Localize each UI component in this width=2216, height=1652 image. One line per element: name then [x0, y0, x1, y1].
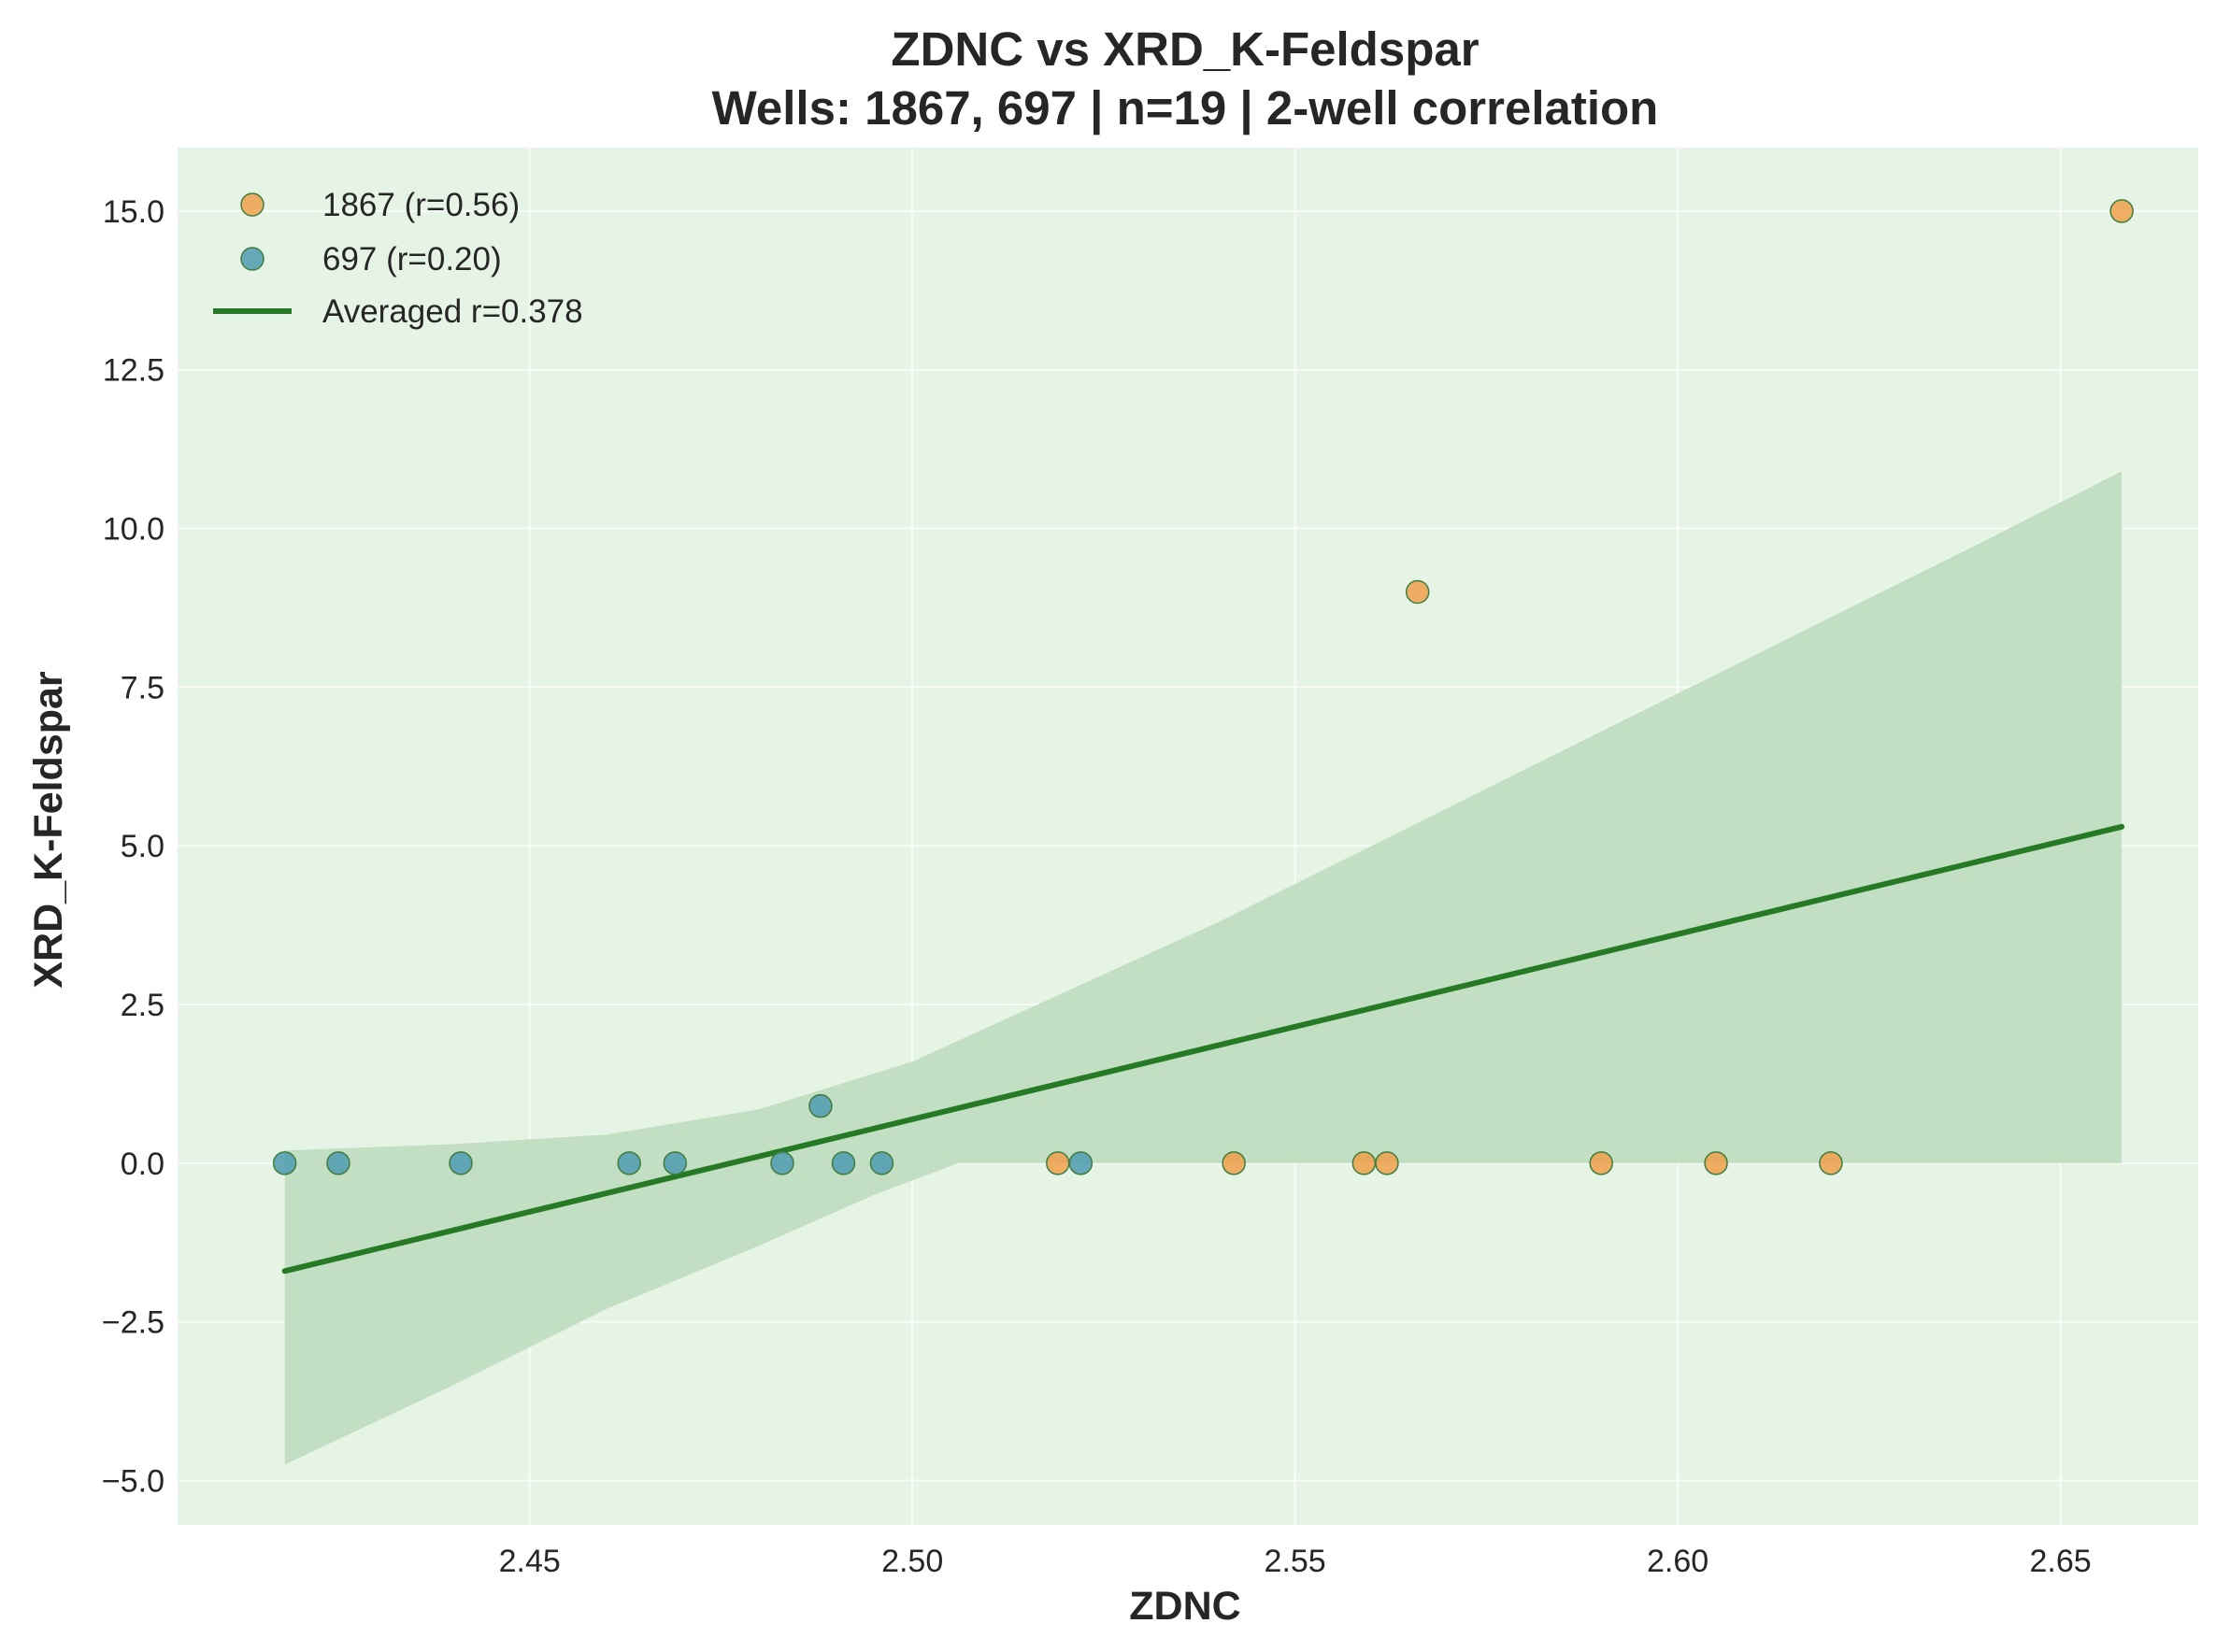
- y-tick-label: 5.0: [121, 829, 164, 864]
- x-tick-label: 2.65: [2029, 1544, 2091, 1579]
- y-tick-label: 7.5: [121, 670, 164, 705]
- data-point-697: [326, 1151, 350, 1175]
- y-tick-label: 15.0: [103, 194, 164, 230]
- y-tick-label: −2.5: [102, 1305, 164, 1341]
- legend-marker-1867: [240, 192, 264, 217]
- data-point-697: [831, 1151, 856, 1175]
- data-point-697: [663, 1151, 688, 1175]
- data-point-697: [617, 1151, 641, 1175]
- data-point-1867: [1704, 1151, 1728, 1175]
- data-point-1867: [2109, 199, 2134, 223]
- data-point-1867: [1351, 1151, 1377, 1175]
- legend-label-fit: Averaged r=0.378: [322, 293, 583, 330]
- legend-label-697: 697 (r=0.20): [322, 241, 502, 278]
- legend: 1867 (r=0.56) 697 (r=0.20) Averaged r=0.…: [213, 187, 583, 330]
- confidence-band-group: [284, 471, 2123, 1465]
- data-point-697: [1068, 1151, 1094, 1175]
- fit-line: [281, 823, 2125, 1275]
- data-point-1867: [1222, 1151, 1246, 1175]
- data-point-1867: [1405, 579, 1430, 605]
- x-axis-label: ZDNC: [1129, 1584, 1240, 1629]
- y-axis-label: XRD_K-Feldspar: [26, 671, 71, 989]
- chart-title: ZDNC vs XRD_K-Feldspar: [891, 22, 1479, 76]
- data-point-697: [272, 1151, 297, 1175]
- x-tick-label: 2.55: [1265, 1544, 1326, 1579]
- x-tick-label: 2.50: [881, 1544, 943, 1579]
- data-point-1867: [1819, 1151, 1843, 1175]
- legend-label-1867: 1867 (r=0.56): [322, 187, 520, 223]
- y-tick-label: 2.5: [121, 988, 164, 1023]
- tick-labels: 2.45 2.50 2.55 2.60 2.65 −5.0 −2.5 0.0 2.5 5.0 7.5…: [102, 194, 2092, 1579]
- legend-marker-697: [240, 247, 264, 271]
- data-point-1867: [1046, 1151, 1070, 1175]
- fit-line-group: [281, 823, 2125, 1275]
- data-point-697: [808, 1093, 833, 1118]
- data-point-697: [449, 1151, 473, 1175]
- y-tick-label: 0.0: [121, 1146, 164, 1182]
- data-point-697: [770, 1151, 794, 1175]
- y-tick-label: 12.5: [103, 353, 164, 389]
- data-point-697: [869, 1151, 894, 1175]
- scatter-points: [272, 199, 2134, 1175]
- data-point-1867: [1589, 1151, 1613, 1175]
- x-tick-label: 2.45: [499, 1544, 561, 1579]
- chart-subtitle: Wells: 1867, 697 | n=19 | 2-well correla…: [712, 81, 1659, 135]
- x-tick-label: 2.60: [1647, 1544, 1708, 1579]
- data-point-1867: [1375, 1151, 1399, 1175]
- y-tick-label: 10.0: [103, 512, 164, 548]
- y-tick-label: −5.0: [102, 1463, 164, 1499]
- confidence-band: [284, 471, 2123, 1465]
